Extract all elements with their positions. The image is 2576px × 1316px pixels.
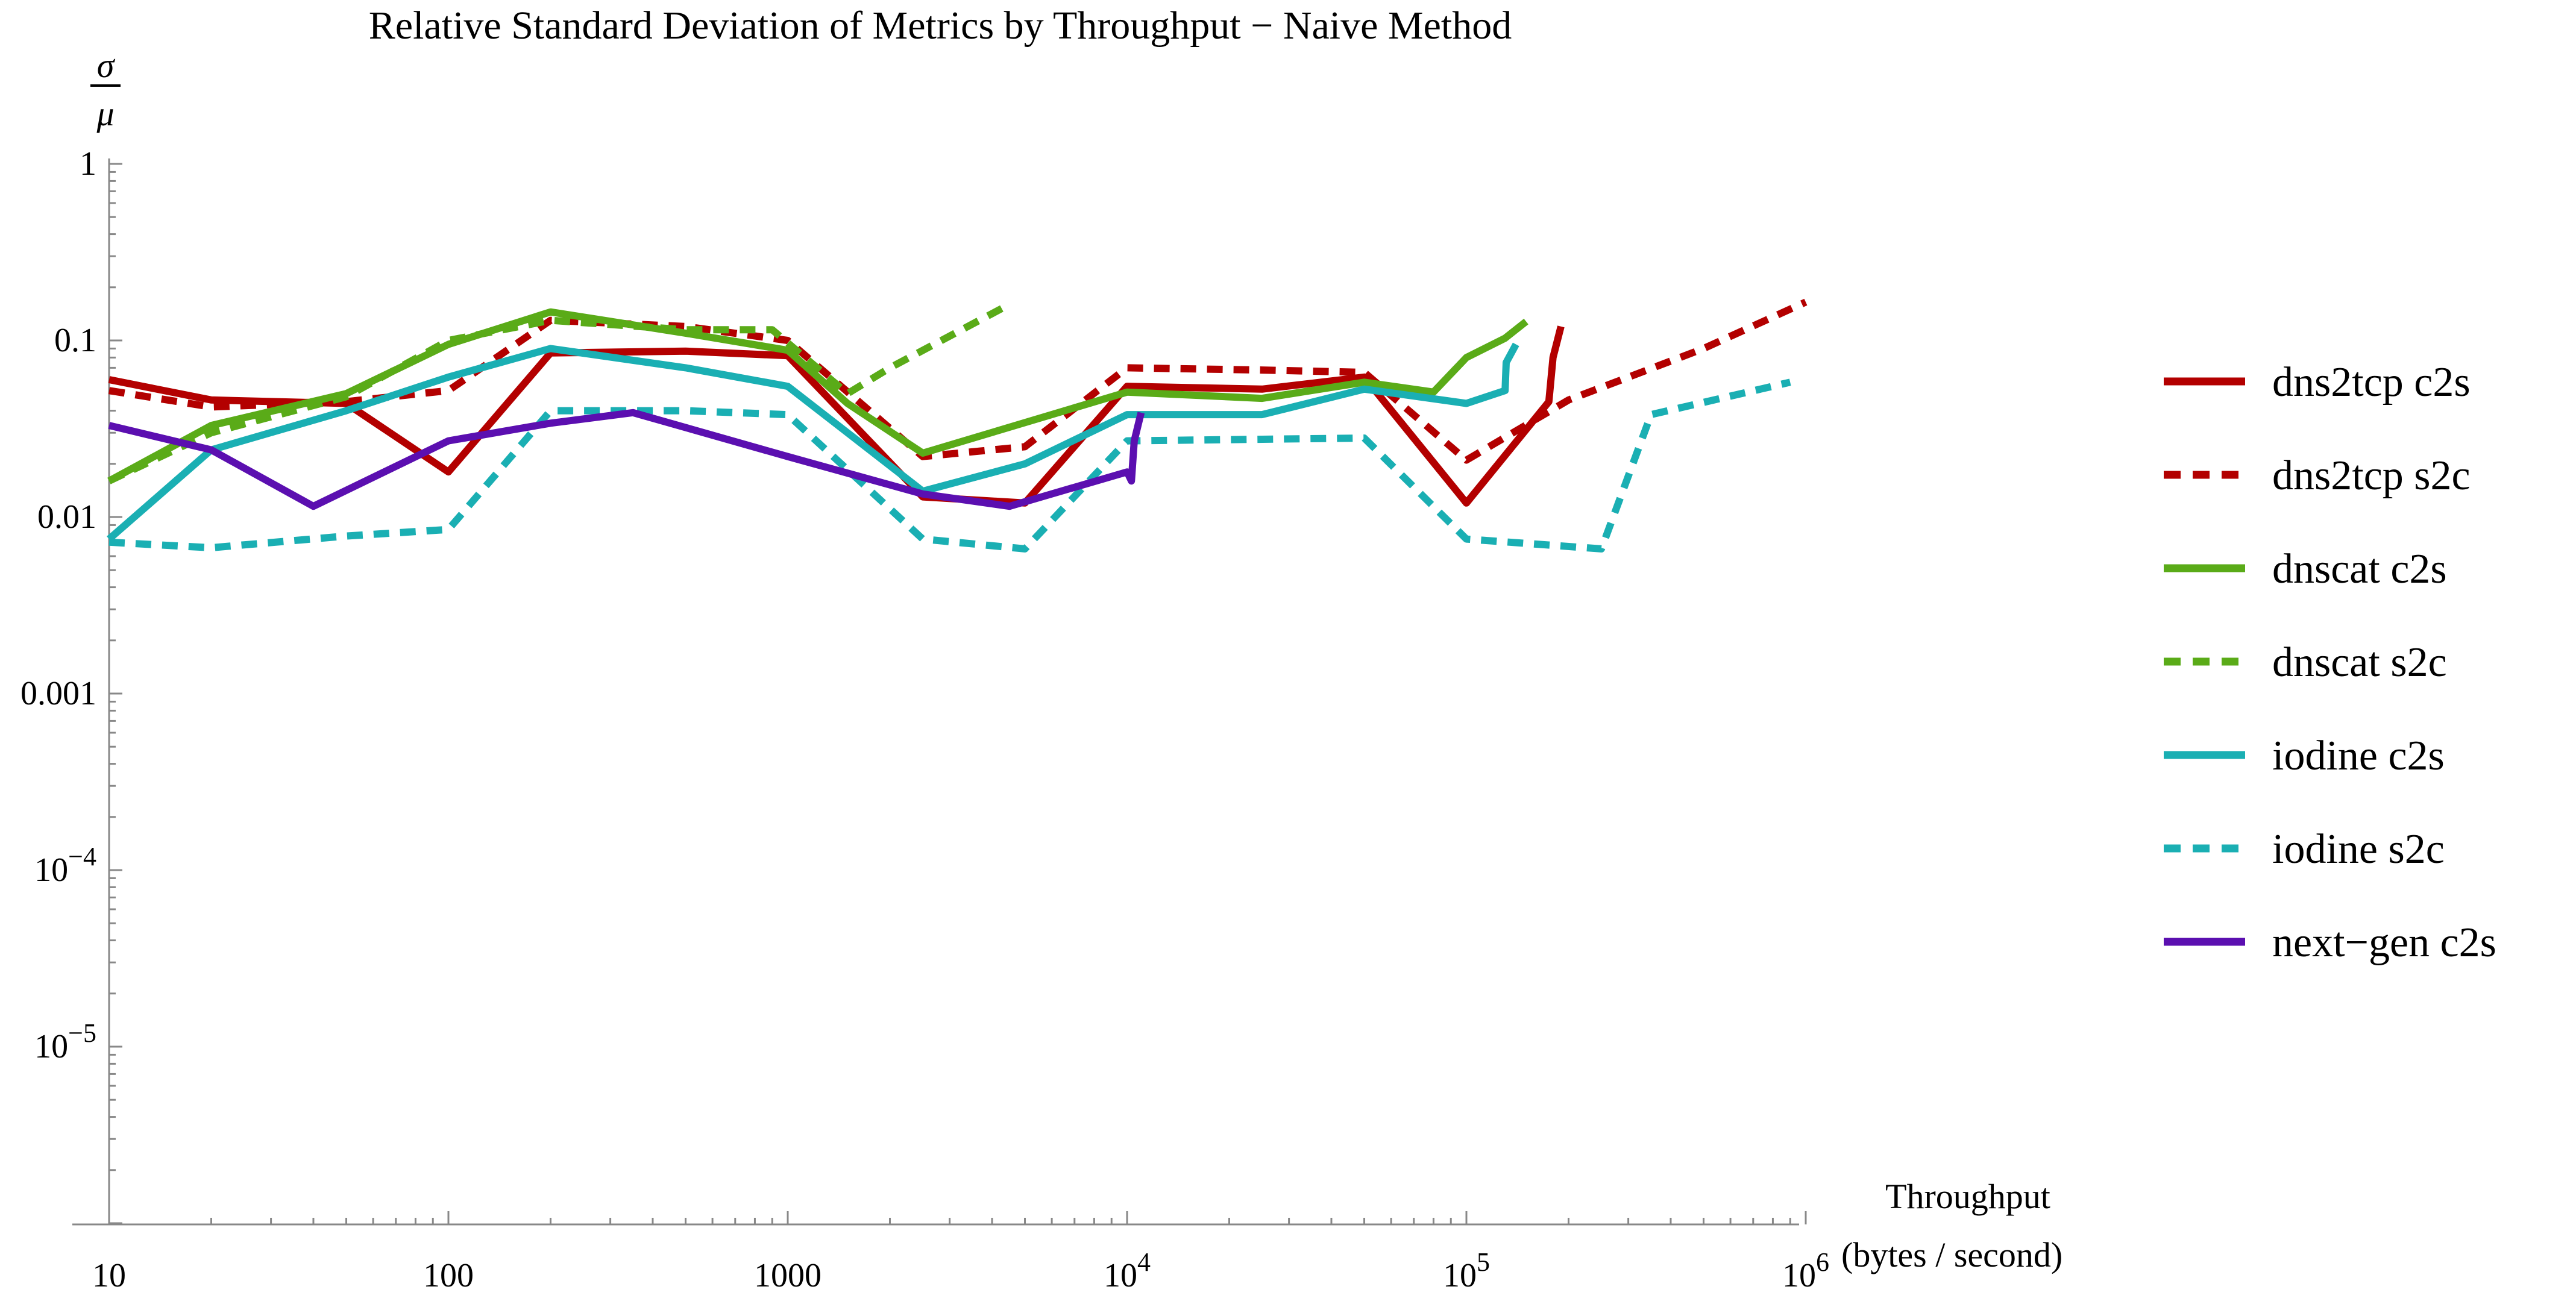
y-axis-label: σ μ	[90, 46, 121, 133]
x-axis-unit-label: (bytes / second)	[1841, 1235, 2062, 1274]
chart-title: Relative Standard Deviation of Metrics b…	[369, 4, 1512, 48]
y-tick-label: 10−5	[34, 1018, 96, 1065]
legend-label-dns2tcp-c2s: dns2tcp c2s	[2272, 359, 2471, 406]
y-tick-label: 0.001	[20, 675, 96, 712]
y-tick-label-base: 10	[34, 1028, 68, 1065]
x-tick-label: 1000	[754, 1257, 821, 1294]
y-tick-label-base: 0.001	[20, 675, 96, 712]
y-tick-label: 10−4	[34, 842, 96, 889]
y-tick-label-base: 10	[34, 851, 68, 889]
y-tick-label: 0.1	[54, 322, 96, 359]
x-axis-label: Throughput	[1885, 1177, 2050, 1216]
x-tick-label-exponent: 5	[1477, 1247, 1490, 1277]
series-line-iodine-c2s	[107, 342, 1519, 542]
series-line-next-gen-c2s	[108, 409, 1145, 510]
legend: dns2tcp c2s dns2tcp s2c dnscat c2s dnscat s…	[2164, 359, 2496, 966]
x-tick-label-exponent: 6	[1816, 1247, 1829, 1277]
y-tick-label-base: 1	[80, 145, 96, 183]
x-tick-label-base: 10	[1782, 1257, 1816, 1294]
x-tick-label-base: 100	[423, 1257, 474, 1294]
y-tick-label: 1	[80, 145, 96, 183]
series-line-dns2tcp-s2c	[108, 298, 1808, 464]
x-tick-labels: 10 100 1000 104 105 106	[92, 1247, 1829, 1294]
plot-area	[107, 298, 1808, 553]
y-axis-label-mu: μ	[96, 94, 114, 133]
legend-label-dnscat-c2s: dnscat c2s	[2272, 546, 2447, 592]
x-tick-label-base: 10	[1443, 1257, 1477, 1294]
legend-label-iodine-s2c: iodine s2c	[2272, 826, 2445, 873]
x-tick-label: 10	[92, 1257, 126, 1294]
series-line-dnscat-c2s	[107, 308, 1528, 484]
y-tick-label-base: 0.1	[54, 322, 96, 359]
legend-label-next-gen-c2s: next−gen c2s	[2272, 920, 2496, 966]
legend-label-iodine-c2s: iodine c2s	[2272, 733, 2445, 779]
x-tick-label-base: 1000	[754, 1257, 821, 1294]
legend-label-dnscat-s2c: dnscat s2c	[2272, 639, 2447, 686]
x-tick-label: 106	[1782, 1247, 1829, 1294]
axes	[72, 158, 1799, 1226]
axis-ticks	[108, 163, 1807, 1224]
x-tick-label-base: 10	[1104, 1257, 1137, 1294]
y-axis-label-sigma: σ	[97, 46, 116, 85]
series-line-dnscat-s2c	[107, 301, 1011, 484]
y-tick-label-exponent: −4	[68, 842, 96, 871]
y-tick-label-exponent: −5	[68, 1018, 96, 1048]
legend-label-dns2tcp-s2c: dns2tcp s2c	[2272, 453, 2471, 499]
y-tick-label-base: 0.01	[37, 498, 96, 536]
x-tick-label-exponent: 4	[1137, 1247, 1151, 1277]
x-tick-label: 105	[1443, 1247, 1490, 1294]
x-tick-label-base: 10	[92, 1257, 126, 1294]
x-tick-label: 104	[1104, 1247, 1151, 1294]
y-tick-label: 0.01	[37, 498, 96, 536]
series-line-iodine-s2c	[108, 378, 1791, 553]
x-tick-label: 100	[423, 1257, 474, 1294]
